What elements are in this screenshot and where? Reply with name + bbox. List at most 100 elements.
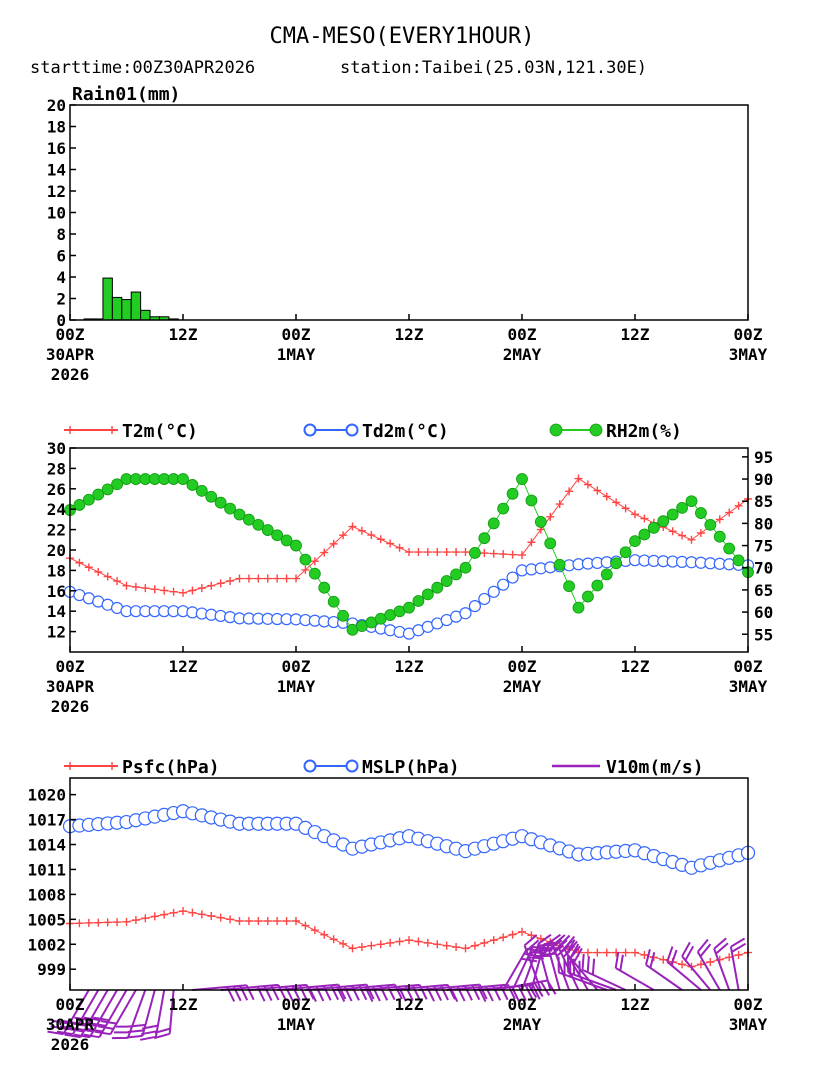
wind-barb-42 [729,937,747,991]
wind-barb-41 [713,937,731,991]
rain-xtick-hour-3: 12Z [395,325,424,344]
wind-barb-5 [94,989,137,1036]
temperature-right-ytick-label-0: 55 [754,625,773,644]
pressure-xtick-hour-6: 00Z [734,995,763,1014]
wind-barb-7 [126,989,156,1039]
temperature-xtick-hour-1: 12Z [169,657,198,676]
legend-v10m-label: V10m(m/s) [606,757,704,778]
temperature-xtick-hour-6: 00Z [734,657,763,676]
legend-t2m-mark-end [108,426,116,434]
t2m-point-3 [94,567,103,576]
t2m-point-70 [725,508,734,517]
rh2m-point-53 [563,580,575,593]
psfc-point-4 [103,918,112,927]
legend-td2m-mark-end [345,423,359,437]
legend-mslp-mark-start [303,759,317,773]
wind-barb-25 [530,941,560,991]
temperature-xtick-date-0: 30APR [46,677,95,696]
legend-mslp-label: MSLP(hPa) [362,757,460,778]
rain-bar-2 [102,277,113,321]
t2m-point-42 [461,548,470,557]
wind-barb-38 [666,946,702,991]
rain-xtick-hour-0: 00Z [56,325,85,344]
td2m-point-43 [468,599,482,613]
rh2m-point-39 [431,581,444,594]
legend-psfc-label: Psfc(hPa) [122,757,220,778]
wind-barb-19 [446,983,516,1003]
t2m-point-60 [631,510,639,519]
t2m-point-26 [310,557,319,566]
wind-barb-17 [390,983,456,1002]
wind-barb-36 [614,952,655,991]
rain-xtick-year-0: 2026 [51,365,90,384]
pressure-xtick-date-4: 2MAY [503,1015,542,1034]
station-label: station:Taibei(25.03N,121.30E) [340,58,647,78]
rh2m-point-36 [403,601,415,614]
wind-barb-6 [111,989,147,1040]
pressure-ytick-label-3: 1008 [27,885,66,904]
pressure-panel: 999100210051008101110141017102000Z30APR2… [27,757,767,1054]
t2m-point-48 [518,551,526,560]
wind-barb-27 [537,933,555,991]
t2m-point-7 [131,582,140,591]
rain-ytick-label-6: 12 [47,182,66,201]
temperature-xtick-hour-0: 00Z [56,657,85,676]
pressure-xtick-date-2: 1MAY [277,1015,316,1034]
psfc-point-48 [518,927,526,936]
psfc-point-8 [141,914,150,923]
temperature-xtick-date-2: 1MAY [277,677,316,696]
psfc-point-26 [310,926,319,935]
t2m-point-56 [593,486,602,495]
t2m-point-58 [612,498,621,507]
rh2m-point-67 [695,507,707,519]
starttime-label: starttime:00Z30APR2026 [30,58,255,78]
temperature-left-ytick-label-1: 14 [47,602,66,621]
t2m-point-51 [546,512,555,521]
t2m-point-6 [122,581,131,590]
psfc-point-22 [273,916,282,925]
psfc-point-16 [216,913,225,922]
rh2m-point-27 [318,581,331,594]
wind-barb-34 [567,956,617,991]
temperature-xtick-date-4: 2MAY [503,677,542,696]
psfc-point-47 [508,930,517,939]
rh2m-point-65 [676,501,688,514]
t2m-point-44 [480,549,489,558]
rh2m-point-21 [261,524,274,536]
psfc-point-15 [207,912,216,921]
t2m-point-55 [583,480,592,489]
rh2m-point-55 [582,590,594,603]
wind-barb-18 [418,983,488,1003]
legend-psfc-mark-start [66,762,74,770]
rh2m-point-38 [421,588,434,601]
psfc-point-35 [395,937,404,946]
psfc-point-27 [320,930,329,939]
t2m-point-41 [452,548,461,557]
rain-bar-5 [130,291,142,321]
legend-td2m-mark-start [303,423,317,437]
psfc-point-1 [75,919,84,928]
t2m-point-32 [367,531,376,540]
pressure-xtick-date-6: 3MAY [729,1015,768,1034]
temperature-xtick-hour-5: 12Z [621,657,650,676]
rain-bar-4 [121,299,132,321]
rh2m-point-19 [243,513,255,526]
t2m-point-67 [696,529,705,537]
rh2m-point-66 [685,495,698,508]
wind-barb-1 [56,989,100,1036]
rh2m-point-54 [572,601,585,614]
rh2m-point-42 [459,561,472,574]
psfc-point-18 [235,916,244,925]
rh2m-point-69 [713,530,726,543]
rh2m-point-13 [186,479,199,491]
wind-barb-40 [696,938,721,991]
pressure-ytick-label-7: 1020 [27,786,66,805]
rh2m-point-59 [619,546,632,559]
psfc-point-6 [122,917,131,926]
psfc-point-19 [244,916,253,925]
psfc-point-40 [442,941,451,950]
td2m-point-47 [506,571,519,584]
t2m-point-13 [188,586,197,595]
psfc-point-13 [188,908,197,917]
t2m-point-33 [376,535,385,544]
